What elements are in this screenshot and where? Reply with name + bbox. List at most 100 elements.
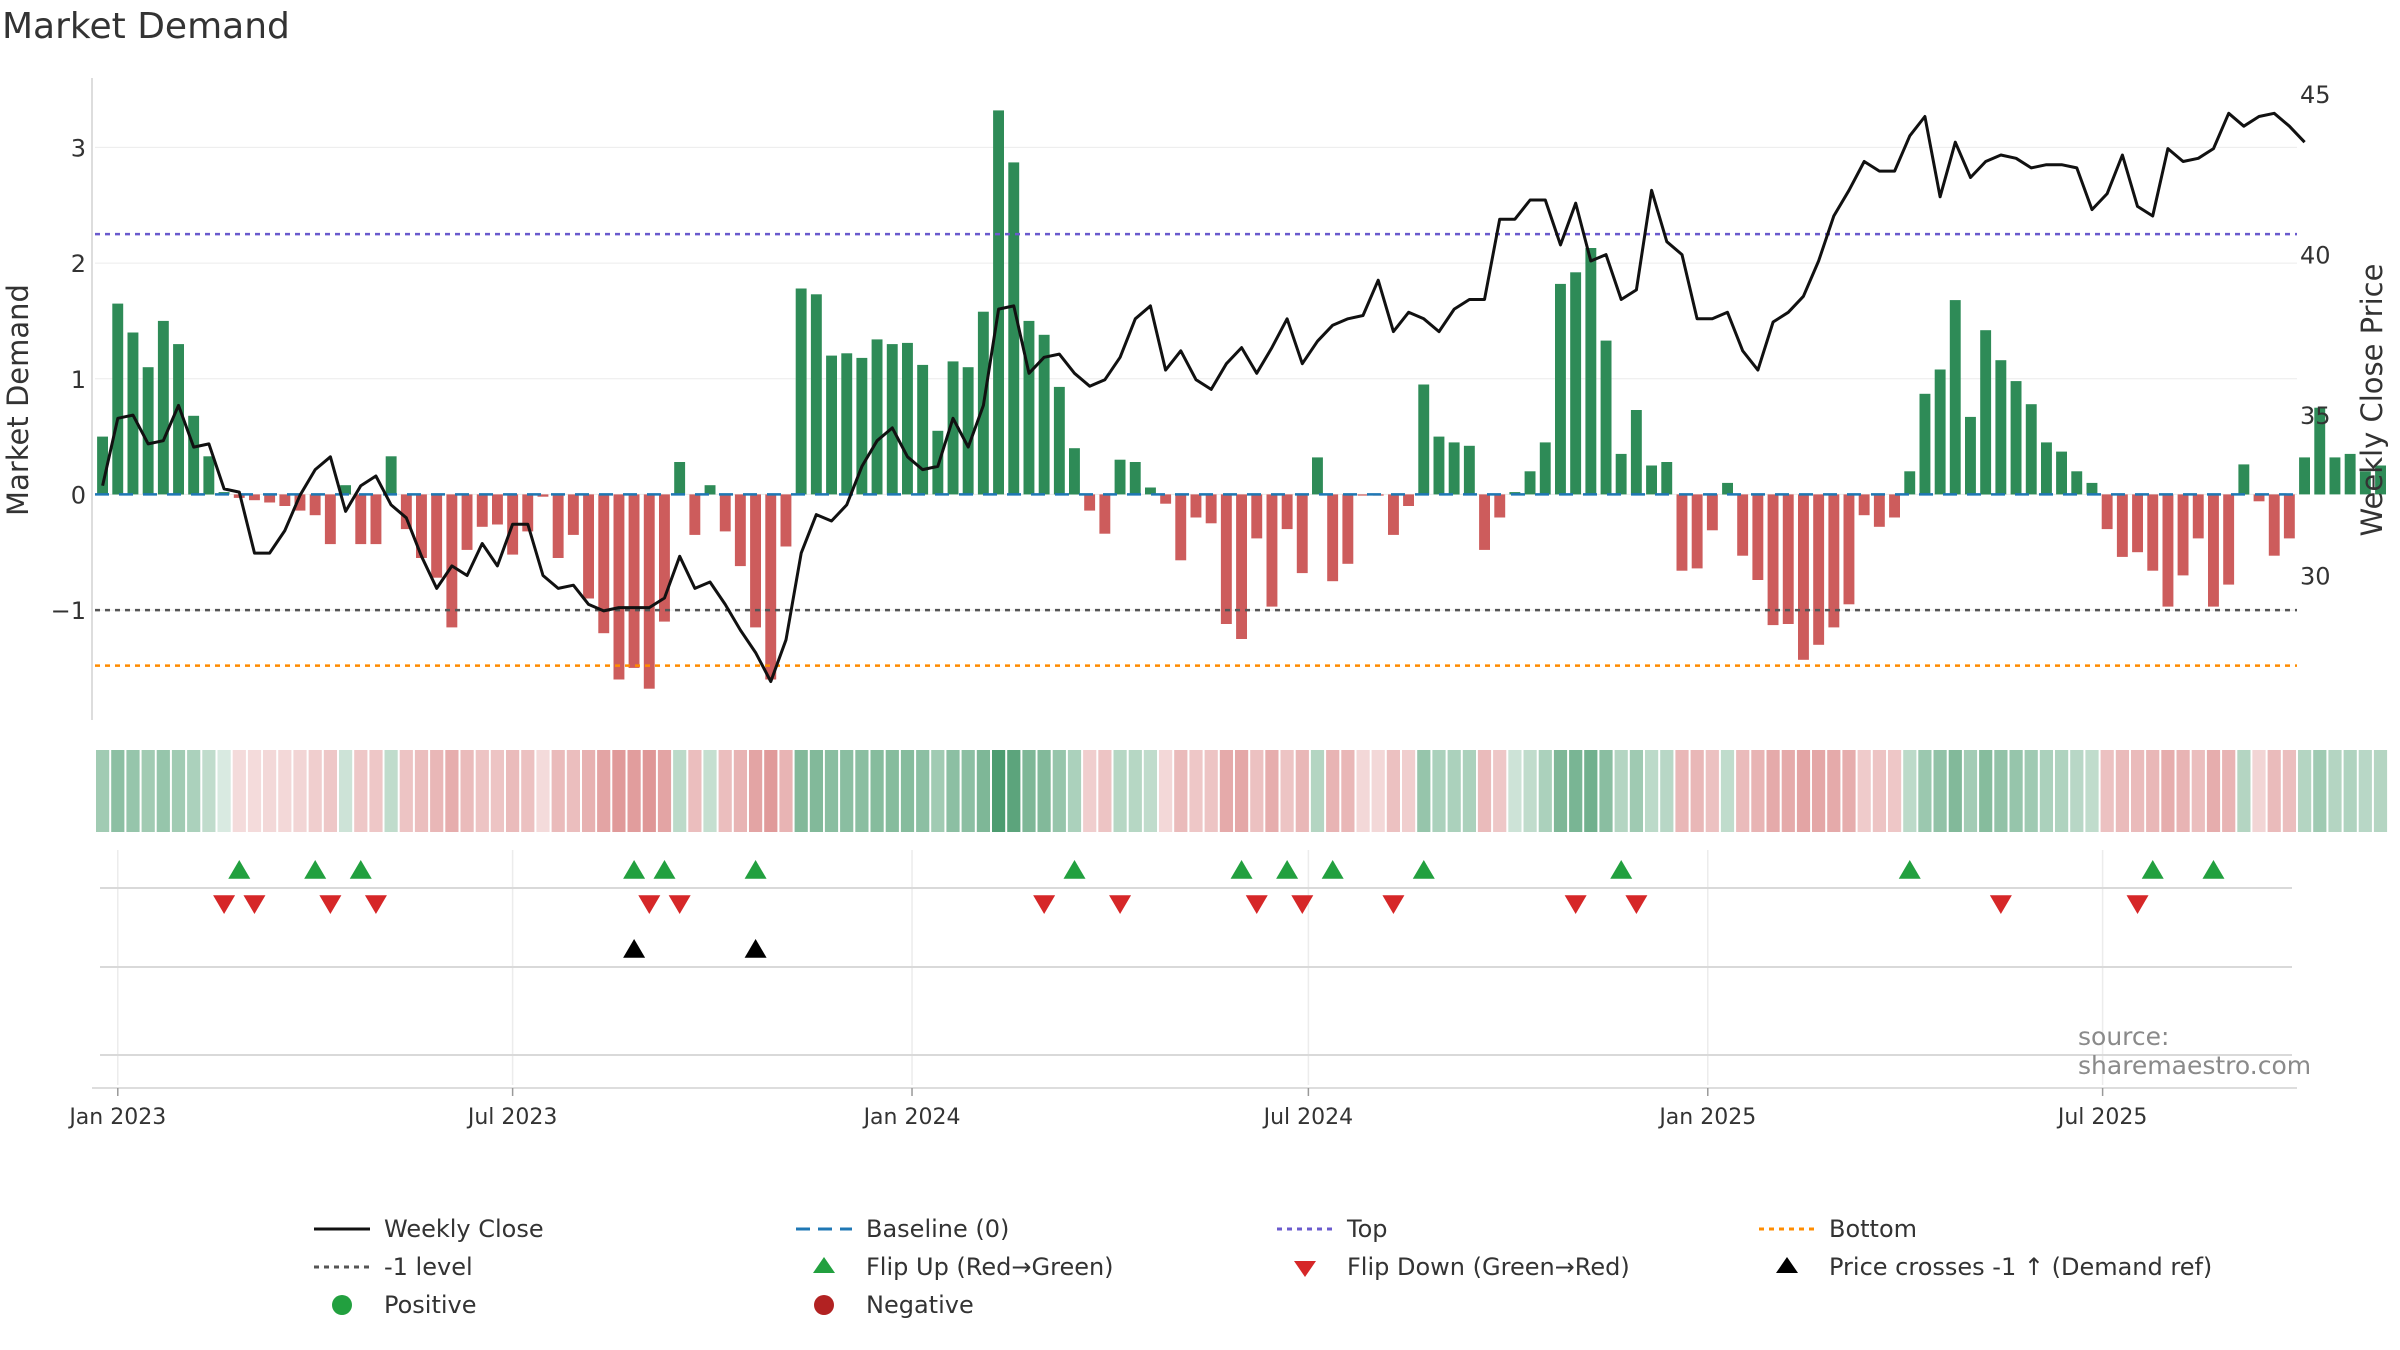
flip-up-marker [349, 860, 372, 879]
demand-bar [2299, 457, 2310, 495]
legend-label: Bottom [1829, 1215, 1918, 1243]
heat-cell [1462, 750, 1476, 832]
heat-cell [2282, 750, 2296, 832]
demand-bar [324, 494, 336, 545]
minus-one-dotted-line-icon [314, 1265, 370, 1269]
demand-bar [993, 110, 1004, 495]
heat-cell [384, 750, 398, 832]
heat-cell [339, 750, 353, 832]
heat-cell [369, 750, 383, 832]
flip-up-marker [744, 860, 767, 879]
heat-cell [1751, 750, 1765, 832]
demand-bar [355, 494, 367, 545]
heat-cell [870, 750, 884, 832]
heat-cell [506, 750, 520, 832]
demand-bar [583, 494, 594, 599]
axes: −1 0 1 2 3 30 35 40 45 Market Demand Weekly Close … [1, 78, 2389, 1130]
heat-cell [2070, 750, 2084, 832]
heat-cell [2222, 750, 2236, 832]
heat-cell [1386, 750, 1400, 832]
heat-cell [1371, 750, 1385, 832]
heat-cell [1250, 750, 1264, 832]
demand-bar [2041, 442, 2052, 495]
demand-bar [2329, 457, 2341, 495]
demand-bar [795, 288, 807, 495]
demand-bar [2375, 465, 2386, 495]
demand-bar [188, 415, 200, 495]
demand-bar [1873, 494, 1885, 527]
heat-cell [1842, 750, 1856, 832]
heat-cell [232, 750, 246, 832]
heat-cell [1174, 750, 1188, 832]
heat-cell [1781, 750, 1795, 832]
demand-bar [1995, 360, 2007, 495]
heat-cell [1888, 750, 1902, 832]
demand-bar [765, 494, 777, 680]
flip-down-marker [243, 895, 266, 914]
legend-label: Positive [384, 1291, 477, 1319]
heat-cell [1402, 750, 1416, 832]
demand-bar [1555, 283, 1566, 495]
heat-cell [111, 750, 125, 832]
heat-cell [2252, 750, 2266, 832]
demand-bar [173, 344, 184, 495]
flip-up-marker [2141, 860, 2164, 879]
heat-cell [1690, 750, 1704, 832]
x-tick-label: Jan 2025 [1657, 1105, 1756, 1130]
heat-cell [764, 750, 778, 832]
flip-down-triangle-icon [1294, 1261, 1316, 1277]
demand-bar [112, 303, 124, 495]
demand-bar [1646, 465, 1657, 495]
gridlines [95, 146, 2297, 1085]
price-cross-marker [744, 939, 767, 958]
demand-bar [1722, 482, 1733, 495]
demand-bar [1084, 494, 1096, 511]
y2-tick-label: 30 [2300, 563, 2331, 591]
legend-label: Price crosses -1 ↑ (Demand ref) [1829, 1253, 2213, 1281]
heat-cell [1280, 750, 1294, 832]
heat-cell [1007, 750, 1021, 832]
heat-cell [1067, 750, 1082, 832]
demand-bar [446, 494, 458, 628]
flip-down-marker [319, 895, 342, 914]
heat-cell [521, 750, 535, 832]
legend-label: Weekly Close [384, 1215, 544, 1243]
flip-up-marker [1230, 860, 1253, 879]
heat-cell [475, 750, 489, 832]
y-tick-label: −1 [51, 597, 86, 625]
demand-bar [1145, 487, 1156, 495]
demand-bar [2253, 494, 2265, 502]
demand-bar [1980, 330, 1992, 495]
heat-cell [749, 750, 763, 832]
flip-up-marker [623, 860, 646, 879]
demand-bar [1858, 494, 1870, 516]
heat-cell [794, 750, 808, 832]
heat-cell [1948, 750, 1962, 832]
source-credit: source: sharemaestro.com [2078, 1022, 2312, 1080]
demand-bar [279, 494, 291, 506]
heat-cell [1508, 750, 1522, 832]
heat-cell [961, 750, 975, 832]
heat-cell [96, 750, 110, 832]
demand-bar [2010, 381, 2022, 495]
demand-bar [2268, 494, 2280, 556]
flip-down-marker [1033, 895, 1056, 914]
demand-bar [1782, 494, 1794, 624]
demand-bar [1539, 442, 1551, 495]
demand-bar [1281, 494, 1293, 530]
heat-cell [642, 750, 656, 832]
demand-bar [2162, 494, 2174, 607]
y-tick-label: 1 [71, 366, 86, 394]
demand-bar [2147, 494, 2159, 571]
heat-cell [1720, 750, 1735, 832]
demand-bar [1160, 494, 1172, 504]
demand-bar [1752, 494, 1764, 580]
heat-cell [2161, 750, 2175, 832]
y2-tick-label: 35 [2300, 402, 2331, 430]
x-tick-label: Jan 2023 [67, 1105, 166, 1130]
heat-cell [202, 750, 216, 832]
demand-bar [2071, 471, 2083, 495]
demand-bar [628, 494, 640, 668]
heat-cell [809, 750, 823, 832]
